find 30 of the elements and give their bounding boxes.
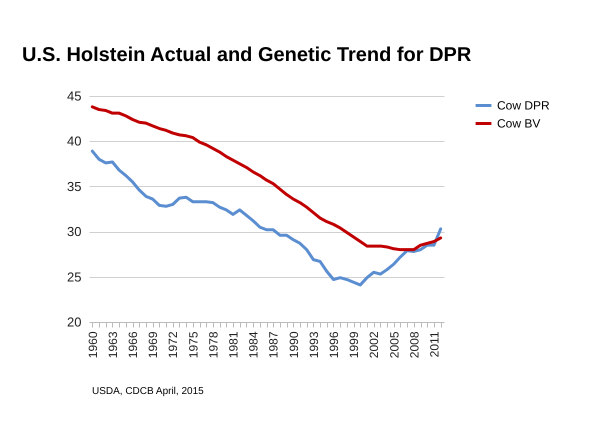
x-tick-label: 2002 <box>367 331 382 358</box>
y-tick-label: 40 <box>67 134 82 149</box>
x-tick-label: 1969 <box>146 331 160 358</box>
line-series <box>90 105 442 252</box>
x-tick-label: 1972 <box>166 331 180 358</box>
y-tick-label: 20 <box>67 314 82 330</box>
x-tick-label: 1984 <box>246 331 261 358</box>
x-tick-label: 1966 <box>126 331 140 358</box>
x-tick-label: 1963 <box>106 331 120 358</box>
x-tick-label: 2008 <box>407 331 422 358</box>
x-tick-label: 1960 <box>86 331 100 358</box>
x-tick-label: 1978 <box>206 331 220 358</box>
y-tick-label: 35 <box>67 178 82 194</box>
x-tick-label: 1996 <box>326 331 341 358</box>
legend-label: Cow BV <box>497 116 540 130</box>
text: USDA, CDCB April, 2015 <box>92 386 204 397</box>
legend-label: Cow DPR <box>497 98 550 112</box>
x-tick-label: 2005 <box>387 331 402 358</box>
y-tick-label: 45 <box>67 88 82 104</box>
line-series <box>90 150 442 286</box>
x-tick-label: 1975 <box>186 331 200 358</box>
chart-title: U.S. Holstein Actual and Genetic Trend for DPR <box>22 44 472 67</box>
x-tick-label: 2011 <box>427 331 442 358</box>
x-tick-label: 1987 <box>266 331 281 358</box>
x-tick-label: 1993 <box>306 331 321 358</box>
x-tick-label: 1990 <box>286 331 301 358</box>
y-tick-label: 30 <box>67 224 82 240</box>
x-tick-label: 1981 <box>226 331 241 358</box>
y-tick-label: 25 <box>67 269 82 284</box>
x-tick-label: 1999 <box>347 331 362 358</box>
